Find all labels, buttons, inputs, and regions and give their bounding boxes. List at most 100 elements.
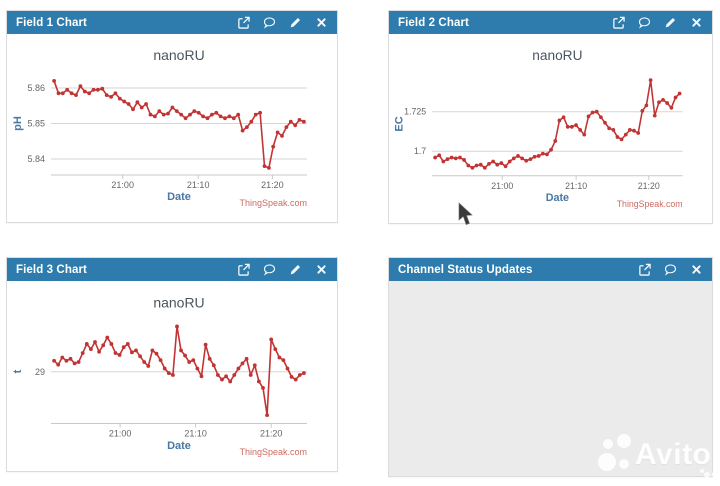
thingspeak-watermark: ThingSpeak.com	[617, 199, 683, 209]
y-tick-label: 1.725	[404, 107, 426, 117]
x-axis-label: Date	[546, 192, 569, 204]
chart-point	[154, 351, 159, 356]
chart-point	[285, 366, 290, 371]
chart-point	[162, 366, 167, 371]
chart-point	[121, 345, 126, 350]
chart-point	[166, 111, 170, 116]
open-in-new-icon[interactable]	[237, 16, 250, 29]
chart-point	[130, 350, 134, 355]
chart-point	[648, 78, 653, 83]
open-in-new-icon[interactable]	[638, 263, 651, 276]
x-tick-label: 21:20	[260, 429, 282, 439]
chart-point	[205, 116, 210, 121]
comment-icon[interactable]	[263, 16, 276, 29]
chart-point	[561, 115, 566, 120]
close-icon[interactable]	[315, 16, 328, 29]
chart-point	[265, 413, 269, 418]
edit-icon[interactable]	[289, 263, 302, 276]
edit-icon[interactable]	[664, 16, 677, 29]
chart-point	[109, 95, 113, 99]
x-axis-label: Date	[167, 440, 191, 452]
chart-point	[569, 124, 574, 129]
open-in-new-icon[interactable]	[237, 263, 250, 276]
field-2-chart-panel: Field 2 Chart nanoRU EC 1.725 1.7 21:00 21:10…	[388, 10, 713, 224]
chart-point	[87, 91, 91, 96]
chart-point	[56, 362, 61, 367]
chart-point	[623, 132, 628, 137]
channel-status-panel: Channel Status Updates	[388, 257, 713, 477]
chart-point	[113, 351, 118, 355]
edit-icon[interactable]	[289, 16, 302, 29]
channel-status-body	[389, 281, 712, 476]
chart-point	[236, 366, 241, 371]
mouse-cursor-icon	[458, 202, 473, 225]
chart-point	[661, 97, 665, 102]
close-icon[interactable]	[690, 16, 703, 29]
panel-title: Field 3 Chart	[16, 263, 87, 276]
chart-point	[68, 356, 73, 361]
chart-point	[582, 132, 587, 137]
panel-title: Field 1 Chart	[16, 16, 87, 29]
comment-icon[interactable]	[664, 263, 677, 276]
comment-icon[interactable]	[638, 16, 651, 29]
chart-point	[628, 127, 632, 132]
chart-point	[541, 151, 545, 156]
chart-point	[528, 157, 533, 162]
x-tick-label: 21:00	[109, 429, 131, 439]
chart-point	[104, 93, 109, 97]
comment-icon[interactable]	[263, 263, 276, 276]
chart-point	[478, 162, 483, 167]
chart-point	[516, 154, 520, 158]
chart-point	[293, 377, 298, 382]
chart-point	[288, 119, 293, 124]
chart-point	[131, 107, 135, 112]
y-tick-label: 5.86	[27, 83, 45, 93]
close-icon[interactable]	[690, 263, 703, 276]
chart-point	[652, 113, 657, 118]
chart-point	[240, 128, 245, 133]
thingspeak-watermark: ThingSpeak.com	[239, 198, 307, 208]
open-in-new-icon[interactable]	[612, 16, 625, 29]
chart-point	[474, 163, 479, 168]
chart-point	[89, 347, 93, 352]
chart-point	[257, 379, 261, 384]
chart-point	[640, 108, 645, 113]
chart-point	[594, 109, 599, 114]
chart-point	[97, 349, 101, 354]
chart-line	[53, 80, 305, 169]
x-tick-label: 21:00	[491, 181, 513, 191]
chart-point	[470, 165, 475, 170]
chart-point	[117, 353, 122, 357]
chart-point	[175, 324, 179, 329]
chart-point	[64, 358, 69, 363]
chart-point	[218, 114, 223, 119]
chart-point	[644, 103, 649, 108]
chart-point	[603, 120, 607, 125]
chart-point	[487, 161, 491, 166]
chart-point	[677, 91, 682, 96]
field-1-chart: nanoRU pH 5.86 5.85 5.84 21:00 21:10 21:20 Date T…	[7, 34, 337, 222]
y-axis-label: pH	[12, 116, 24, 131]
chart-point	[134, 348, 138, 353]
chart-point	[466, 163, 471, 168]
field-2-chart: nanoRU EC 1.725 1.7 21:00 21:10 21:20 Date Thing…	[389, 34, 712, 223]
chart-point	[142, 360, 147, 364]
x-tick-label: 21:10	[565, 181, 587, 191]
chart-point	[615, 135, 620, 139]
chart-point	[458, 155, 462, 160]
chart-point	[557, 118, 562, 123]
x-tick-label: 21:10	[187, 180, 210, 190]
chart-point	[84, 342, 89, 346]
close-icon[interactable]	[315, 263, 328, 276]
chart-point	[170, 105, 175, 110]
chart-point	[82, 89, 87, 94]
chart-point	[183, 116, 188, 121]
panel-header: Field 3 Chart	[7, 258, 337, 281]
chart-point	[632, 128, 636, 133]
y-axis-label: EC	[394, 116, 406, 131]
chart-point	[171, 373, 175, 377]
panel-header: Channel Status Updates	[389, 258, 712, 281]
chart-point	[174, 109, 179, 113]
chart-point	[578, 127, 583, 132]
chart-point	[191, 358, 196, 363]
